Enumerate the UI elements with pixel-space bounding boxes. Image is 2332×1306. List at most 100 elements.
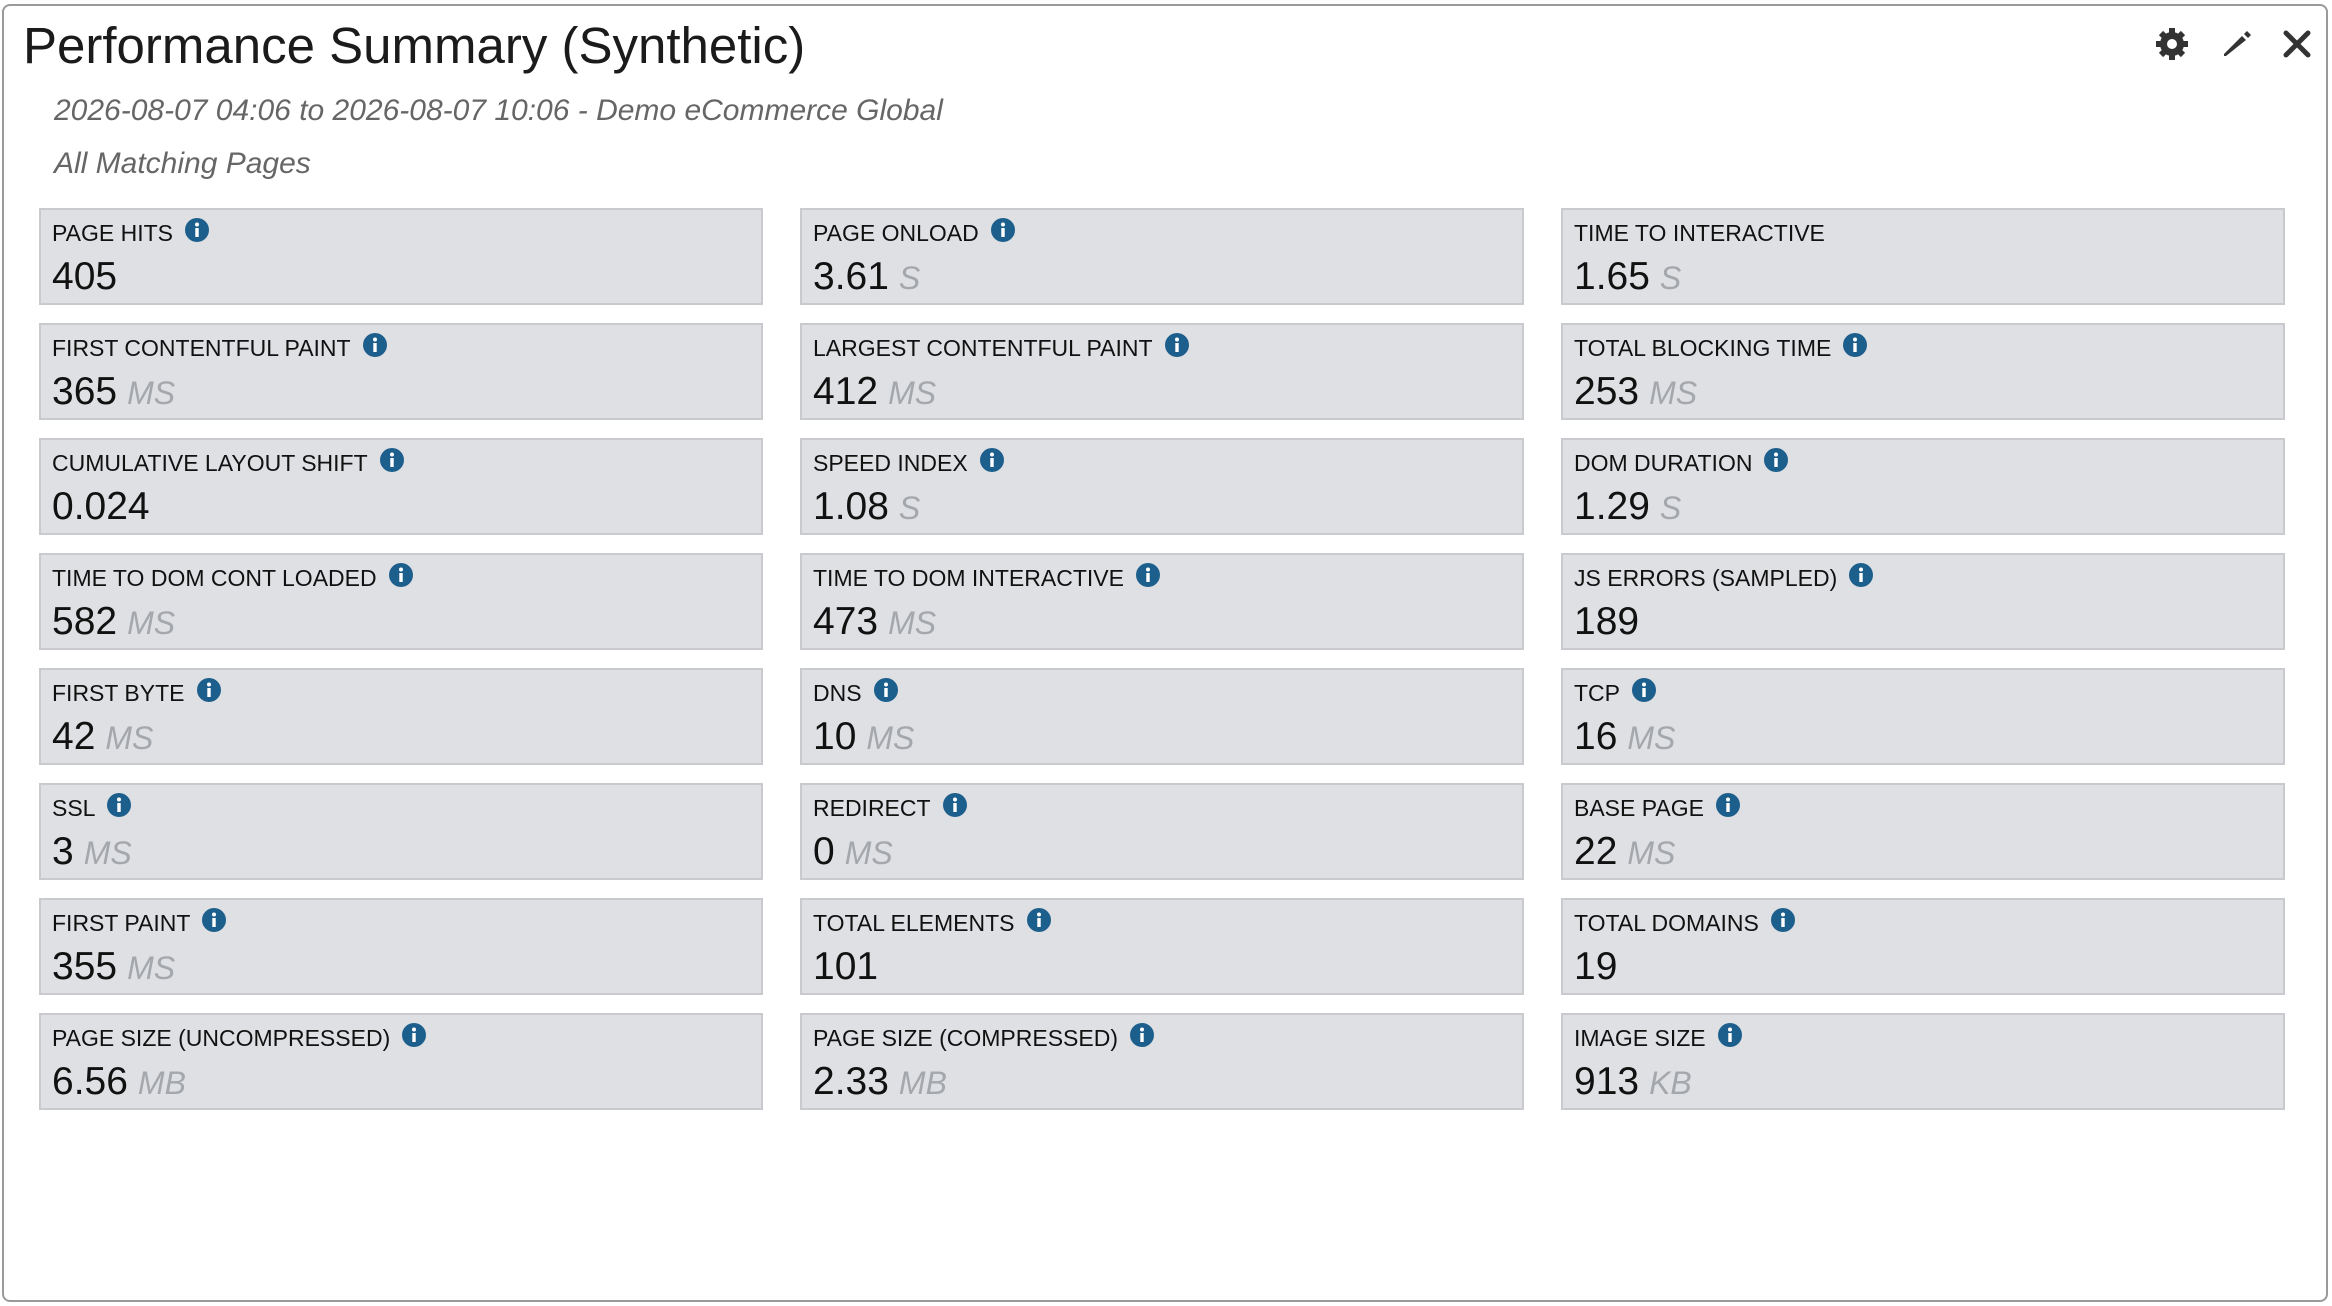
metric-value: 10 <box>813 715 857 758</box>
info-icon[interactable] <box>1632 677 1656 702</box>
info-icon[interactable] <box>1130 1022 1155 1047</box>
info-icon[interactable] <box>1164 332 1189 357</box>
metric-value: 473 <box>813 600 879 643</box>
metric-value: 22 <box>1574 830 1618 873</box>
metric-tile: IMAGE SIZE 913 KB <box>1561 1013 2285 1110</box>
metric-value-row: 3.61 S <box>813 255 920 299</box>
metric-label-row: TIME TO INTERACTIVE <box>1574 220 1825 247</box>
info-icon[interactable] <box>202 907 227 932</box>
widget-panel: Performance Summary (Synthetic) 2026-08-… <box>2 4 2328 1302</box>
metric-label: FIRST BYTE <box>52 680 185 706</box>
info-stem <box>212 917 217 927</box>
metric-label: IMAGE SIZE <box>1574 1025 1706 1051</box>
info-icon[interactable] <box>1770 907 1795 932</box>
metric-label-row: FIRST PAINT <box>52 907 227 937</box>
metric-label-row: PAGE ONLOAD <box>813 217 1015 247</box>
info-stem <box>1727 1032 1732 1042</box>
info-dot <box>372 337 377 341</box>
metric-label-row: PAGE SIZE (UNCOMPRESSED) <box>52 1022 427 1052</box>
info-dot <box>389 452 394 456</box>
metric-value-row: 1.65 S <box>1574 255 1681 299</box>
metric-value: 412 <box>813 370 879 413</box>
metric-label: SSL <box>52 795 96 821</box>
metric-unit: MS <box>127 605 176 641</box>
metric-label-row: DOM DURATION <box>1574 447 1789 477</box>
metric-unit: MB <box>137 1065 186 1101</box>
metric-label: REDIRECT <box>813 795 931 821</box>
metric-value: 3 <box>52 830 74 873</box>
metric-value: 189 <box>1574 600 1640 643</box>
info-icon[interactable] <box>990 217 1015 242</box>
info-icon[interactable] <box>1026 907 1051 932</box>
metric-unit: MS <box>83 835 132 871</box>
info-icon[interactable] <box>1717 1022 1742 1047</box>
edit-icon[interactable] <box>2224 31 2251 56</box>
info-icon[interactable] <box>942 792 967 817</box>
info-dot <box>1174 337 1179 341</box>
info-stem <box>989 457 994 467</box>
metric-label-row: PAGE HITS <box>52 217 209 247</box>
metric-label-row: SSL <box>52 792 132 822</box>
metric-value: 2.33 <box>813 1060 889 1103</box>
metric-value-row: 10 MS <box>813 715 914 759</box>
metric-tile: REDIRECT 0 MS <box>800 783 1524 880</box>
metric-value-row: 6.56 MB <box>52 1060 186 1104</box>
metric-label: TIME TO DOM CONT LOADED <box>52 565 377 591</box>
metric-unit: MB <box>898 1065 947 1101</box>
info-stem <box>1146 572 1150 582</box>
metric-value: 1.29 <box>1574 485 1650 528</box>
info-icon[interactable] <box>185 217 209 242</box>
info-stem <box>412 1032 416 1042</box>
metric-unit: MS <box>1627 720 1676 756</box>
metric-value: 19 <box>1574 945 1618 988</box>
info-icon[interactable] <box>1135 562 1160 587</box>
metric-label-row: TOTAL DOMAINS <box>1574 907 1795 937</box>
info-icon[interactable] <box>979 447 1004 472</box>
info-icon[interactable] <box>388 562 413 587</box>
metric-tile: TIME TO DOM INTERACTIVE 473 MS <box>800 553 1524 650</box>
metric-tile: TIME TO DOM CONT LOADED 582 MS <box>39 553 763 650</box>
info-icon[interactable] <box>107 792 132 817</box>
info-icon[interactable] <box>402 1022 427 1047</box>
metric-tile: SPEED INDEX 1.08 S <box>800 438 1524 535</box>
metric-tile: LARGEST CONTENTFUL PAINT 412 MS <box>800 323 1524 420</box>
info-icon[interactable] <box>379 447 404 472</box>
info-stem <box>1859 572 1863 582</box>
info-icon[interactable] <box>196 677 221 702</box>
info-icon[interactable] <box>1764 447 1789 472</box>
info-stem <box>1781 917 1785 927</box>
metric-value: 365 <box>52 370 118 413</box>
info-icon[interactable] <box>873 677 898 702</box>
metric-tile: SSL 3 MS <box>39 783 763 880</box>
metric-label: TOTAL DOMAINS <box>1574 910 1759 936</box>
info-icon[interactable] <box>1843 332 1868 357</box>
metric-unit: MS <box>888 605 937 641</box>
metric-label-row: TOTAL BLOCKING TIME <box>1574 332 1868 362</box>
metric-tile: DOM DURATION 1.29 S <box>1561 438 2285 535</box>
metric-unit: MS <box>888 375 937 411</box>
metric-value-row: 16 MS <box>1574 715 1675 759</box>
metric-tile: DNS 10 MS <box>800 668 1524 765</box>
info-icon[interactable] <box>1849 562 1874 587</box>
metric-unit: MS <box>127 950 176 986</box>
widget-title: Performance Summary (Synthetic) <box>23 17 806 74</box>
info-dot <box>1727 1027 1732 1031</box>
metric-tile: PAGE SIZE (COMPRESSED) 2.33 MB <box>800 1013 1524 1110</box>
metric-unit: S <box>1659 490 1682 526</box>
metric-value-row: 253 MS <box>1574 370 1697 414</box>
settings-icon[interactable] <box>2156 28 2188 60</box>
metric-label-row: SPEED INDEX <box>813 447 1004 477</box>
metric-label-row: TCP <box>1574 677 1656 707</box>
metric-value-row: 189 <box>1574 600 1639 644</box>
metric-value-row: 365 MS <box>52 370 175 414</box>
metric-unit: MS <box>1649 375 1698 411</box>
info-stem <box>1001 227 1005 237</box>
info-icon[interactable] <box>362 332 387 357</box>
close-icon[interactable] <box>2283 30 2311 58</box>
metric-value-row: 1.29 S <box>1574 485 1681 529</box>
info-dot <box>206 682 211 686</box>
info-icon[interactable] <box>1715 792 1740 817</box>
metric-unit: MS <box>866 720 915 756</box>
metric-value-row: 2.33 MB <box>813 1060 947 1104</box>
